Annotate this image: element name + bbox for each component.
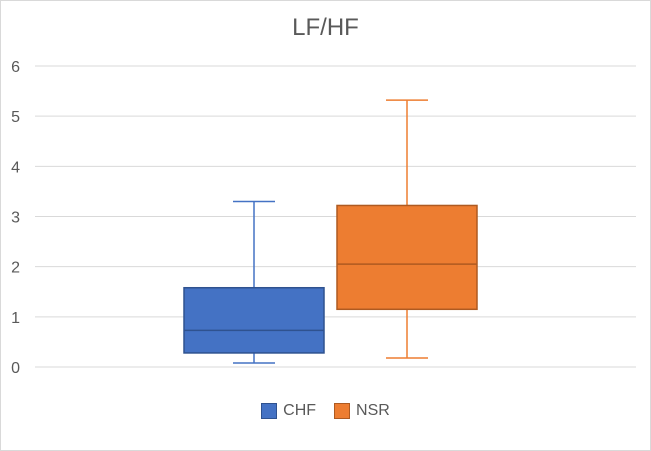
y-tick-label-3: 3 bbox=[11, 210, 20, 227]
legend-label-chf: CHF bbox=[283, 402, 317, 419]
y-tick-labels: 0 1 2 3 4 5 6 bbox=[11, 59, 20, 377]
chart-title: LF/HF bbox=[292, 14, 359, 41]
legend-label-nsr: NSR bbox=[356, 402, 390, 419]
box-chf bbox=[183, 200, 325, 364]
y-tick-label-2: 2 bbox=[11, 260, 20, 277]
y-tick-label-4: 4 bbox=[11, 159, 20, 176]
y-tick-label-6: 6 bbox=[11, 59, 20, 76]
legend-swatch-chf bbox=[261, 403, 278, 419]
legend-swatch-nsr bbox=[334, 403, 351, 419]
legend: CHF NSR bbox=[0, 402, 651, 420]
gridlines bbox=[35, 65, 636, 368]
y-tick-label-0: 0 bbox=[11, 360, 20, 377]
y-tick-label-5: 5 bbox=[11, 109, 20, 126]
legend-item-nsr: NSR bbox=[334, 402, 390, 420]
legend-item-chf: CHF bbox=[261, 402, 316, 420]
box-iqr-chf bbox=[183, 286, 325, 354]
box-iqr-nsr bbox=[336, 204, 478, 311]
box-nsr bbox=[336, 99, 478, 359]
box-series bbox=[183, 99, 478, 364]
y-tick-label-1: 1 bbox=[11, 310, 20, 327]
